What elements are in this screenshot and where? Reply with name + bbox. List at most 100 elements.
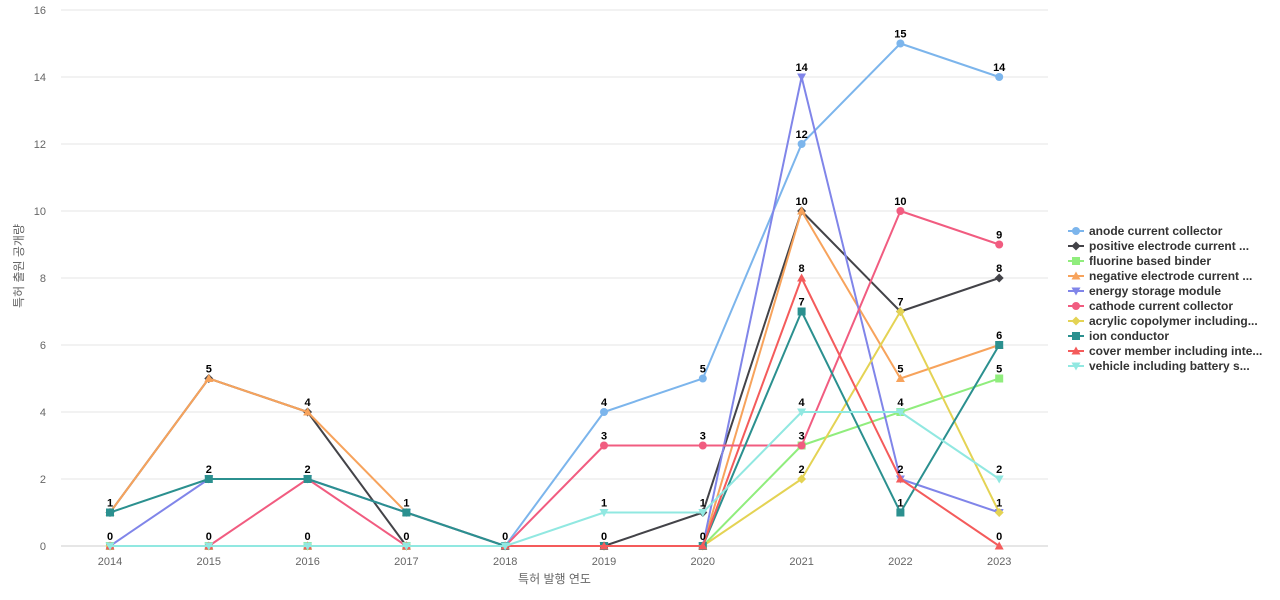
- series-lines: [105, 39, 1004, 551]
- legend-item-positive-electrode-current[interactable]: positive electrode current ...: [1068, 239, 1249, 253]
- data-point: [896, 39, 905, 48]
- legend-marker-icon: [1071, 241, 1081, 251]
- data-label: 0: [305, 531, 311, 543]
- legend-item-cathode-current-collector[interactable]: cathode current collector: [1068, 299, 1233, 313]
- data-label: 4: [897, 397, 904, 409]
- legend-label: anode current collector: [1089, 224, 1223, 238]
- legend-label: positive electrode current ...: [1089, 239, 1249, 253]
- legend-marker-icon: [1071, 346, 1081, 355]
- legend-item-cover-member-including-inte[interactable]: cover member including inte...: [1068, 344, 1262, 358]
- legend-label: negative electrode current ...: [1089, 269, 1252, 283]
- legend-item-ion-conductor[interactable]: ion conductor: [1068, 329, 1169, 343]
- data-point: [599, 541, 609, 550]
- data-point: [303, 407, 313, 416]
- series-line: [110, 310, 1001, 547]
- data-point: [895, 408, 905, 417]
- series-line: [109, 310, 1001, 547]
- data-point: [797, 441, 806, 450]
- data-point: [797, 408, 807, 417]
- data-label: 8: [799, 263, 805, 275]
- data-point: [204, 475, 213, 483]
- data-label: 3: [601, 431, 607, 443]
- data-point: [994, 541, 1004, 550]
- legend-marker-icon: [1072, 332, 1080, 340]
- data-point: [995, 341, 1004, 349]
- data-point: [698, 374, 707, 383]
- legend-label: acrylic copolymer including...: [1089, 314, 1258, 328]
- data-label: 3: [700, 431, 706, 443]
- legend-item-anode-current-collector[interactable]: anode current collector: [1068, 224, 1223, 238]
- data-label: 5: [206, 364, 212, 376]
- data-point: [797, 140, 806, 148]
- data-point: [204, 374, 214, 382]
- legend-item-fluorine-based-binder[interactable]: fluorine based binder: [1068, 254, 1211, 268]
- data-label: 1: [996, 498, 1002, 510]
- data-label: 2: [305, 464, 311, 476]
- x-tick-label: 2015: [197, 556, 221, 568]
- data-label: 6: [996, 330, 1002, 342]
- series-anode-current-collector: [106, 39, 1004, 550]
- data-point: [995, 240, 1004, 249]
- legend-label: energy storage module: [1089, 284, 1221, 298]
- data-label: 4: [305, 397, 312, 409]
- y-tick-label: 6: [40, 340, 46, 352]
- data-point: [600, 441, 608, 450]
- legend-item-energy-storage-module[interactable]: energy storage module: [1068, 284, 1221, 298]
- x-tick-label: 2018: [493, 556, 517, 568]
- data-label: 3: [799, 431, 805, 443]
- data-label: 0: [403, 531, 409, 543]
- data-point: [995, 73, 1004, 81]
- series-line: [110, 411, 1000, 547]
- x-tick-label: 2017: [394, 556, 418, 568]
- data-point: [204, 542, 214, 551]
- data-point: [797, 206, 807, 215]
- data-label: 0: [107, 531, 113, 543]
- data-label: 1: [403, 498, 409, 510]
- data-label: 14: [795, 62, 808, 74]
- legend-item-vehicle-including-battery-s[interactable]: vehicle including battery s...: [1068, 359, 1250, 373]
- y-tick-label: 0: [40, 541, 46, 553]
- data-label: 0: [601, 531, 607, 543]
- legend-marker-icon: [1071, 316, 1081, 326]
- data-label: 15: [894, 29, 906, 41]
- legend-marker-icon: [1072, 257, 1080, 265]
- data-point: [896, 508, 905, 517]
- y-tick-label: 10: [34, 206, 46, 218]
- data-point: [698, 441, 707, 450]
- data-point: [105, 542, 115, 551]
- legend-item-acrylic-copolymer-including[interactable]: acrylic copolymer including...: [1068, 314, 1258, 328]
- legend-marker-icon: [1072, 227, 1080, 235]
- x-tick-label: 2020: [691, 556, 715, 568]
- y-tick-label: 4: [40, 407, 46, 419]
- data-point: [895, 474, 905, 483]
- data-point: [303, 475, 312, 483]
- legend-label: cover member including inte...: [1089, 344, 1262, 358]
- data-point: [994, 475, 1004, 484]
- legend-label: vehicle including battery s...: [1089, 359, 1250, 373]
- data-label: 5: [897, 364, 903, 376]
- data-point: [995, 374, 1004, 383]
- y-axis-title: 특허 출원 공개량: [12, 224, 26, 308]
- legend-marker-icon: [1071, 362, 1081, 371]
- data-point: [500, 542, 510, 551]
- legend-marker-icon: [1071, 271, 1081, 280]
- data-point: [402, 508, 411, 517]
- data-point: [303, 542, 313, 551]
- data-point: [600, 408, 608, 416]
- data-label: 0: [700, 531, 706, 543]
- x-tick-label: 2016: [295, 556, 319, 568]
- data-label: 5: [996, 364, 1002, 376]
- data-label: 0: [502, 531, 508, 543]
- series-line: [110, 377, 1000, 547]
- x-tick-label: 2019: [592, 556, 616, 568]
- legend-marker-icon: [1071, 287, 1081, 296]
- series-line: [110, 210, 1000, 547]
- y-tick-label: 12: [34, 139, 46, 151]
- legend-label: cathode current collector: [1089, 299, 1233, 313]
- data-label: 9: [996, 230, 1002, 242]
- data-point: [599, 509, 609, 517]
- legend-item-negative-electrode-current[interactable]: negative electrode current ...: [1068, 269, 1252, 283]
